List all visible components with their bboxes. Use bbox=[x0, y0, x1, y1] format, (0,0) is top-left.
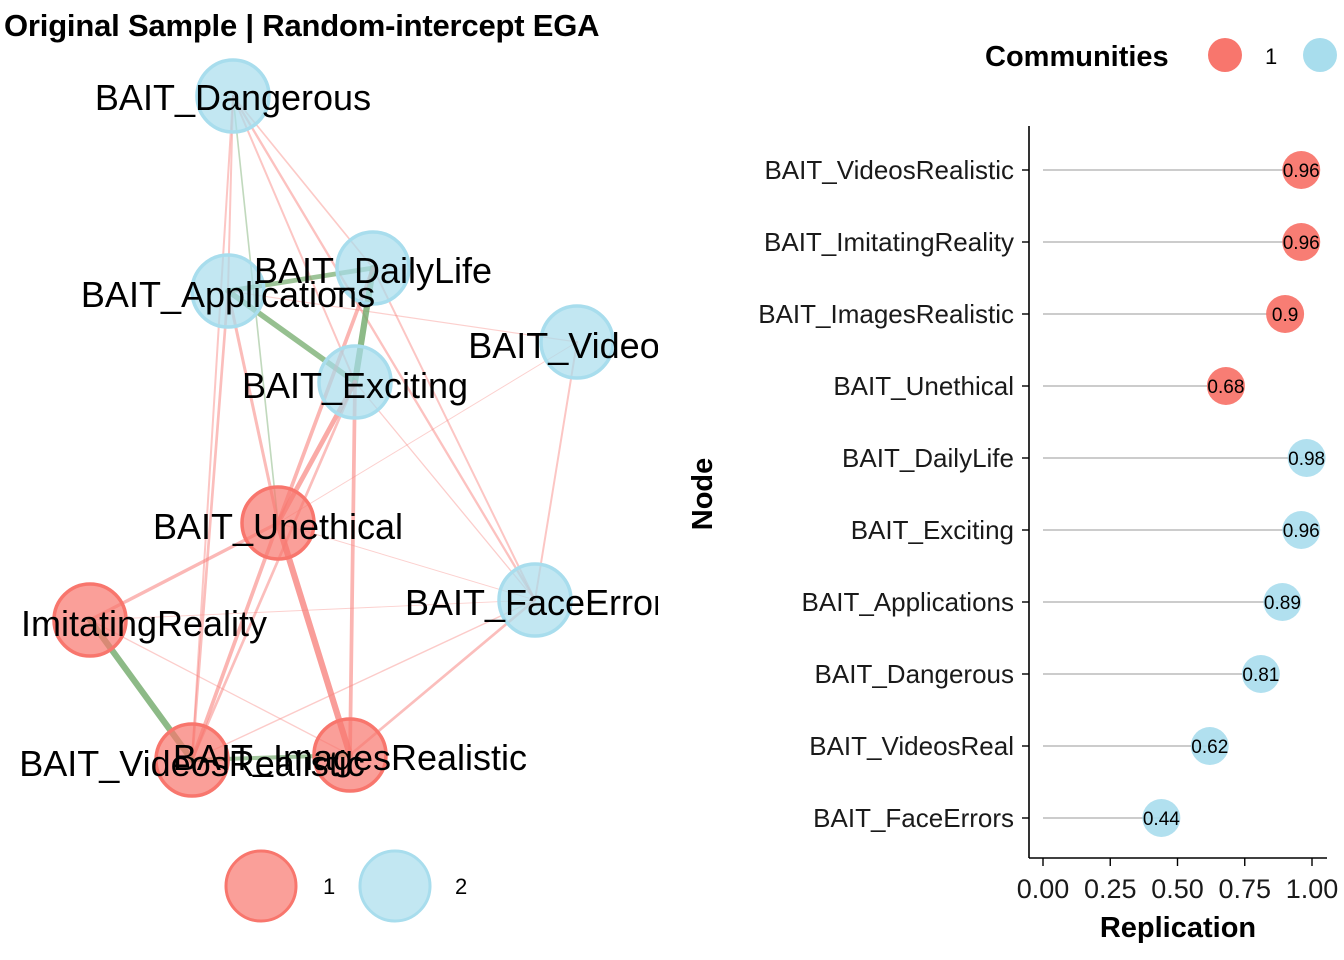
value-label-bait-faceerrors: 0.44 bbox=[1143, 809, 1180, 830]
node-bait-applications bbox=[190, 253, 266, 329]
point-bait-videosreal bbox=[1190, 727, 1229, 765]
x-tick-label: 0.50 bbox=[1151, 874, 1204, 904]
legend-community-1-text: 1 bbox=[1265, 44, 1277, 69]
point-bait-videosrealistic bbox=[1282, 151, 1321, 189]
edge-bait-exciting-to-bait-videosrealistic bbox=[190, 380, 357, 762]
legend-title: Communities bbox=[985, 41, 1169, 73]
network-edges bbox=[86, 94, 578, 764]
point-bait-dangerous bbox=[1241, 655, 1280, 693]
edge-bait-dangerous-to-bait-faceerrors bbox=[231, 94, 537, 602]
node-bait-videosreal bbox=[539, 304, 615, 380]
x-tick-label: 0.25 bbox=[1084, 874, 1137, 904]
edge-bait-videosrealistic-to-bait-faceerrors bbox=[191, 599, 536, 761]
y-tick-label-bait-applications: BAIT_Applications bbox=[802, 587, 1014, 617]
edge-bait-applications-to-bait-unethical bbox=[226, 289, 280, 525]
value-label-bait-unethical: 0.68 bbox=[1207, 377, 1244, 398]
node-bait-videosrealistic bbox=[154, 722, 230, 798]
x-tick-label: 0.00 bbox=[1017, 874, 1070, 904]
legend-community-1-marker bbox=[224, 849, 298, 923]
x-tick-label: 0.75 bbox=[1218, 874, 1271, 904]
point-bait-faceerrors bbox=[1142, 799, 1181, 837]
network-title: Original Sample | Random-intercept EGA bbox=[4, 8, 600, 43]
node-label-bait-videosreal: BAIT_Videosl bbox=[468, 325, 658, 366]
network-plot: BAIT_Dangerous BAIT_DailyLifeBAIT_Applica… bbox=[19, 58, 658, 923]
y-tick-label-bait-dangerous: BAIT_Dangerous bbox=[815, 659, 1014, 689]
node-bait-faceerrors bbox=[497, 562, 573, 638]
replication-legend: Communities 1 bbox=[985, 38, 1337, 73]
edge-bait-unethical-to-bait-videosrealistic bbox=[190, 521, 280, 762]
network-labels: BAIT_Dangerous BAIT_DailyLifeBAIT_Applica… bbox=[19, 77, 658, 784]
point-bait-dailylife bbox=[1287, 439, 1326, 477]
value-label-bait-videosreal: 0.62 bbox=[1191, 737, 1228, 758]
replication-marks: 0.96 0.96 0.9 0.68 0.98 0.96 0.89 0.81 0.62 0.44 bbox=[1043, 151, 1326, 837]
value-label-bait-dangerous: 0.81 bbox=[1242, 665, 1279, 686]
edge-bait-unethical-to-bait-imagesrealistic bbox=[274, 519, 354, 759]
edge-bait-imitatingreality-to-bait-imagesrealistic bbox=[89, 619, 351, 756]
edge-bait-exciting-to-bait-faceerrors bbox=[354, 381, 536, 601]
y-axis-title: Node bbox=[687, 458, 719, 531]
y-tick-label-bait-faceerrors: BAIT_FaceErrors bbox=[813, 803, 1014, 833]
y-tick-label-bait-videosreal: BAIT_VideosReal bbox=[809, 731, 1014, 761]
edge-bait-videosreal-to-bait-unethical bbox=[277, 341, 578, 524]
node-label-bait-applications: BAIT_Applications bbox=[81, 274, 375, 315]
value-label-bait-imagesrealistic: 0.9 bbox=[1272, 305, 1298, 326]
node-label-bait-imitatingreality: ImitatingReality bbox=[21, 603, 267, 644]
legend-community-2-dot bbox=[1303, 38, 1337, 72]
value-label-bait-dailylife: 0.98 bbox=[1288, 449, 1325, 470]
y-tick-label-bait-imagesrealistic: BAIT_ImagesRealistic bbox=[758, 299, 1014, 329]
edge-bait-imitatingreality-to-bait-faceerrors bbox=[89, 599, 536, 621]
edge-bait-dailylife-to-bait-faceerrors bbox=[372, 267, 536, 601]
value-label-bait-exciting: 0.96 bbox=[1283, 521, 1320, 542]
network-nodes bbox=[52, 58, 615, 798]
y-tick-label-bait-dailylife: BAIT_DailyLife bbox=[842, 443, 1014, 473]
y-tick-label-bait-videosrealistic: BAIT_VideosRealistic bbox=[764, 155, 1014, 185]
network-panel: BAIT_Dangerous BAIT_DailyLife BAIT_Applica… bbox=[0, 0, 658, 960]
edge-bait-applications-to-bait-videosreal bbox=[227, 290, 578, 343]
node-bait-imitatingreality bbox=[52, 582, 128, 658]
node-label-bait-dangerous: BAIT_Dangerous bbox=[95, 77, 371, 118]
point-bait-applications bbox=[1263, 583, 1302, 621]
y-tick-label-bait-exciting: BAIT_Exciting bbox=[851, 515, 1014, 545]
network-community-legend: 1 2 bbox=[224, 849, 467, 923]
x-axis-title: Replication bbox=[1100, 912, 1256, 944]
legend-community-2-marker bbox=[358, 849, 432, 923]
legend-community-2-label: 2 bbox=[455, 874, 467, 899]
edge-bait-dangerous-to-bait-videosrealistic bbox=[191, 95, 234, 761]
point-bait-imitatingreality bbox=[1282, 223, 1321, 261]
edge-bait-applications-to-bait-videosrealistic bbox=[190, 289, 230, 762]
node-label-bait-unethical: BAIT_Unethical bbox=[153, 506, 403, 547]
legend-community-1-label: 1 bbox=[323, 874, 335, 899]
y-tick-label-bait-imitatingreality: BAIT_ImitatingReality bbox=[764, 227, 1014, 257]
node-label-bait-dailylife: BAIT_DailyLife bbox=[254, 250, 492, 291]
y-tick-label-bait-unethical: BAIT_Unethical bbox=[833, 371, 1014, 401]
value-label-bait-videosrealistic: 0.96 bbox=[1283, 161, 1320, 182]
edge-bait-videosreal-to-bait-faceerrors bbox=[534, 341, 578, 601]
node-label-bait-faceerrors: BAIT_FaceError bbox=[405, 582, 658, 623]
edge-bait-dangerous-to-bait-exciting bbox=[232, 95, 356, 383]
node-bait-unethical bbox=[240, 485, 316, 561]
edge-bait-exciting-to-bait-imagesrealistic bbox=[348, 380, 357, 757]
node-bait-exciting bbox=[317, 344, 393, 420]
node-label-bait-exciting: BAIT_Exciting bbox=[242, 365, 468, 406]
node-label-bait-videosrealistic: BAIT_VideosRealistic bbox=[19, 743, 365, 784]
legend-community-1-dot bbox=[1208, 38, 1242, 72]
x-tick-label: 1.00 bbox=[1286, 874, 1339, 904]
node-bait-imagesrealistic bbox=[312, 717, 388, 793]
replication-axes: 0.00 0.25 0.50 0.75 1.00 BAIT_VideosRealistic… bbox=[758, 126, 1338, 904]
point-bait-exciting bbox=[1282, 511, 1321, 549]
node-bait-dailylife bbox=[335, 230, 411, 306]
edge-bait-imagesrealistic-to-bait-faceerrors bbox=[348, 598, 537, 757]
point-bait-imagesrealistic bbox=[1266, 295, 1305, 333]
edge-bait-unethical-to-bait-faceerrors bbox=[277, 522, 536, 601]
value-label-bait-applications: 0.89 bbox=[1264, 593, 1301, 614]
point-bait-unethical bbox=[1206, 367, 1245, 405]
value-label-bait-imitatingreality: 0.96 bbox=[1283, 233, 1320, 254]
node-label-bait-imagesrealistic: BAIT_ImagesRealistic bbox=[173, 737, 527, 778]
node-bait-dangerous bbox=[195, 58, 271, 134]
